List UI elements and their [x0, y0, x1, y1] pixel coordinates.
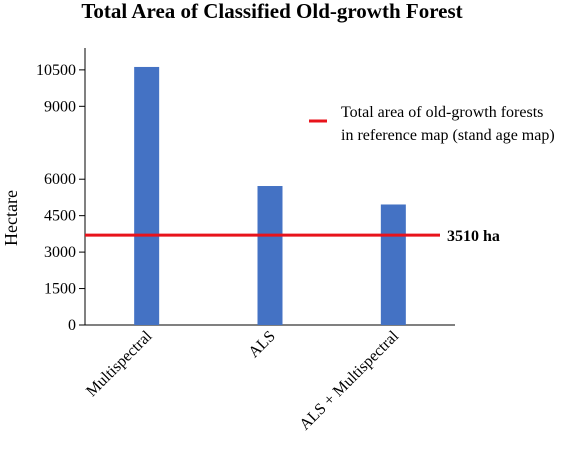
legend-text-line-1: Total area of old-growth forests [341, 104, 543, 121]
x-tick-label: ALS [245, 328, 278, 361]
y-tick-label: 9000 [44, 98, 76, 115]
y-tick-label: 10500 [36, 62, 76, 79]
legend-text-line-2: in reference map (stand age map) [341, 127, 555, 144]
y-tick-label: 4500 [44, 208, 76, 225]
bar-als [257, 186, 283, 325]
y-tick-label: 0 [68, 317, 76, 334]
reference-line-label: 3510 ha [447, 228, 500, 245]
bar-als-multispectral [380, 204, 406, 325]
x-tick-label: Multispectral [83, 327, 156, 400]
x-axis-labels: Multispectral ALS ALS + Multispectral [83, 327, 402, 433]
y-axis-label: Hectare [1, 190, 21, 246]
y-tick-label: 6000 [44, 171, 76, 188]
x-tick-label: ALS + Multispectral [296, 327, 402, 433]
chart-title: Total Area of Classified Old-growth Fore… [81, 0, 462, 23]
y-axis-ticks: 0 1500 3000 4500 6000 9000 10500 [36, 62, 85, 334]
bars-group [134, 66, 406, 325]
y-tick-label: 1500 [44, 281, 76, 298]
bar-multispectral [134, 66, 160, 325]
y-tick-label: 3000 [44, 244, 76, 261]
